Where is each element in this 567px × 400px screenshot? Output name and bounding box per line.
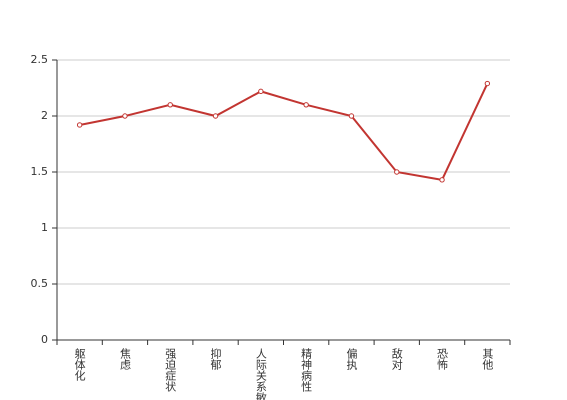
y-tick-label: 1.5 (31, 165, 49, 178)
x-tick-label: 其他 (481, 348, 494, 370)
y-tick-label: 2.5 (31, 53, 49, 66)
point (394, 169, 400, 175)
y-tick-label: 0 (41, 333, 48, 346)
point (484, 80, 491, 87)
x-tick-label: 偏执 (345, 347, 358, 371)
point (258, 88, 264, 95)
x-tick-label: 躯体化 (73, 348, 86, 382)
series-line (79, 83, 489, 181)
point (167, 102, 173, 108)
point (303, 102, 309, 108)
y-tick-label: 0.5 (31, 277, 49, 290)
y-tick-label: 1 (41, 221, 48, 234)
point (439, 177, 445, 183)
point (76, 122, 83, 128)
point (212, 113, 219, 119)
x-tick-label: 恐怖 (436, 348, 449, 370)
x-tick-label: 人际关系敏感 (254, 348, 267, 400)
x-tick-label: 强迫症状 (164, 348, 177, 392)
y-tick-label: 2 (41, 109, 48, 122)
point (348, 113, 355, 119)
x-tick-label: 抑郁 (209, 347, 222, 370)
x-tick-label: 敌对 (390, 347, 403, 370)
x-tick-label: 焦虑 (118, 348, 131, 370)
x-tick-label: 精神病性 (300, 348, 313, 393)
point (122, 113, 128, 119)
